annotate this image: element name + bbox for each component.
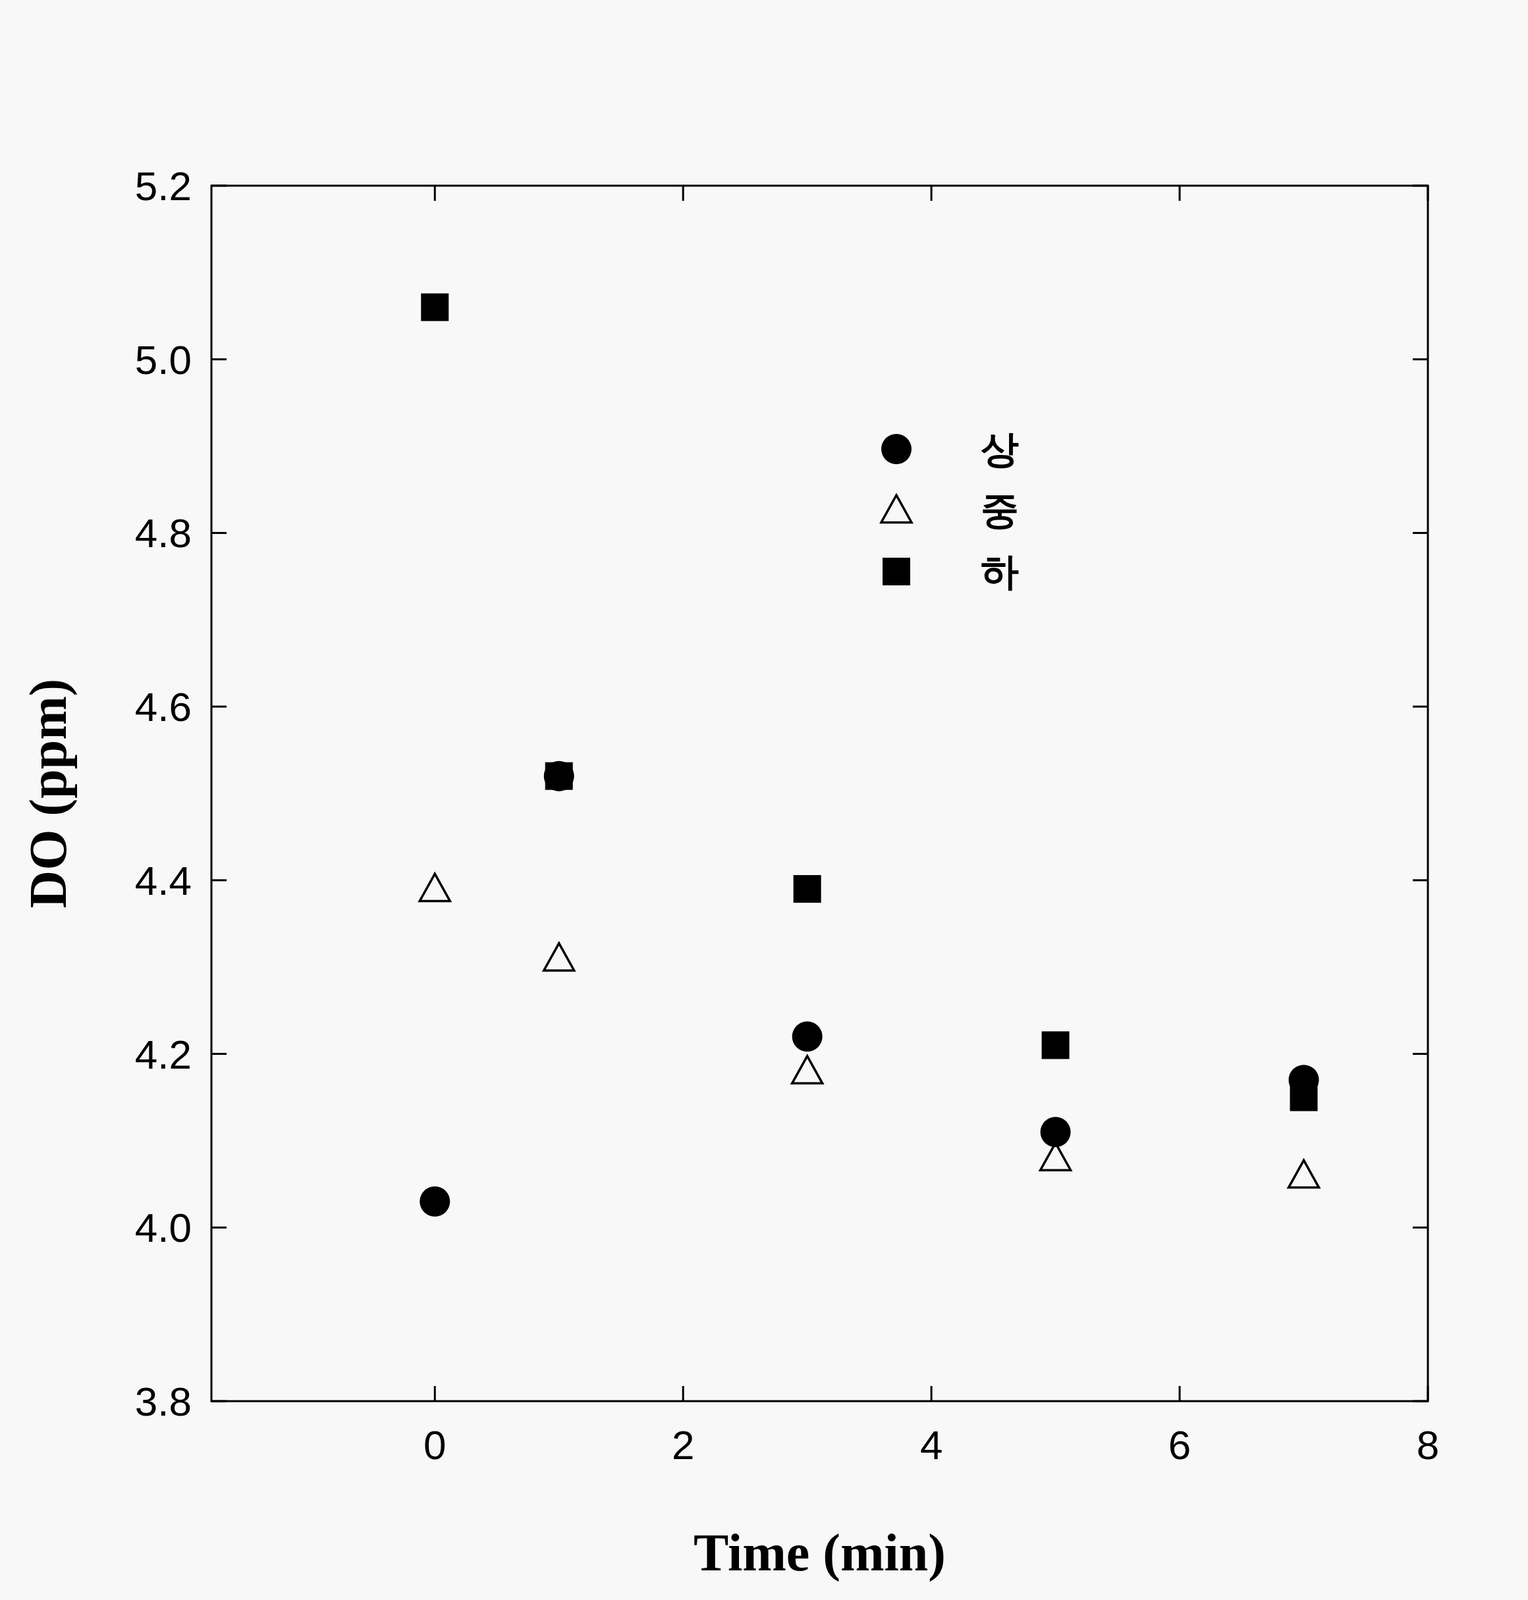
point [1290,1084,1318,1112]
y-tick-label: 4.0 [135,1205,192,1251]
y-tick-label: 4.6 [135,684,192,730]
legend-label: 상 [980,427,1019,471]
x-tick [930,1386,933,1402]
y-tick-label: 4.2 [135,1032,192,1078]
point [419,873,450,901]
x-tick-label: 4 [920,1422,943,1469]
legend-label: 하 [980,549,1019,593]
x-tick-top [930,185,933,201]
y-tick [211,706,227,709]
point [1040,1143,1071,1171]
x-tick-top [1178,185,1181,201]
y-tick-label: 4.8 [135,510,192,556]
point [793,875,822,903]
series [419,761,1319,1218]
x-tick-top [682,185,685,201]
point [544,943,575,971]
y-axis-title: DO (ppm) [19,679,78,909]
legend-marker [881,495,912,523]
x-tick-label: 8 [1416,1422,1440,1469]
series [420,293,1318,1112]
point [792,1056,823,1084]
point [1288,1160,1320,1188]
y-tick [211,1053,227,1056]
plot-frame [211,185,1428,1402]
y-tick-right [1412,1227,1428,1229]
y-tick-label: 3.8 [135,1379,192,1425]
chart: 0 2 4 6 8 3.8 4.0 4.2 4.4 4.6 4.8 5.0 5.2 Time (min) D… [0,0,1528,1600]
x-tick-label: 2 [671,1422,695,1469]
y-tick-label: 4.4 [135,858,192,904]
x-tick [682,1386,685,1402]
plot-area [419,293,1319,1218]
y-tick-right [1412,532,1428,535]
point [1041,1031,1070,1060]
point [419,1186,450,1218]
y-tick [211,358,227,361]
x-tick-label: 0 [423,1422,446,1469]
series [419,873,1319,1189]
y-tick-right [1412,879,1428,882]
x-tick [434,1386,437,1402]
point [792,1021,823,1052]
y-tick [211,879,227,882]
point [420,293,449,322]
x-tick-top [434,185,437,201]
y-tick [211,532,227,535]
legend: 상중하 [881,427,1019,593]
y-tick-right [1412,358,1428,361]
legend-marker [882,557,911,586]
y-tick-label: 5.2 [135,163,192,209]
legend-marker [881,434,912,465]
x-tick [1178,1386,1181,1402]
point [544,761,575,792]
x-axis-title: Time (min) [693,1524,946,1583]
point [545,762,573,791]
legend-label: 중 [980,488,1019,532]
y-tick-right [1412,1053,1428,1056]
x-tick-label: 6 [1168,1422,1191,1469]
background [0,0,1528,1600]
y-tick-label: 5.0 [135,337,192,383]
y-tick [211,1227,227,1229]
y-tick-right [1412,706,1428,709]
